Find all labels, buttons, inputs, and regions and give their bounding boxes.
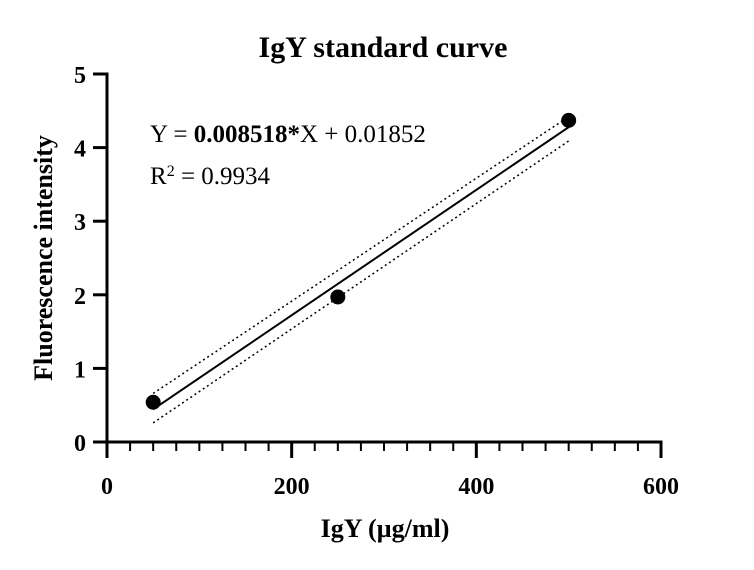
equation-suffix: X + 0.01852 (300, 121, 426, 148)
data-point (561, 112, 577, 128)
data-point (145, 394, 161, 410)
confidence-band-upper (152, 116, 570, 395)
fit-lines (152, 116, 570, 424)
equation-label: Y = 0.008518*X + 0.01852 (150, 121, 426, 148)
x-tick-label: 400 (458, 474, 494, 500)
confidence-band-lower (152, 140, 570, 424)
x-tick-label: 0 (101, 474, 113, 500)
y-tick-label: 0 (74, 431, 86, 457)
equation-prefix: Y = (150, 121, 194, 148)
y-tick-label: 4 (74, 137, 86, 163)
y-tick-label: 1 (74, 357, 86, 383)
y-tick-label: 3 (74, 210, 86, 236)
ticks: 0 200 400 600 0 1 2 3 4 5 (74, 63, 679, 500)
y-tick-label: 5 (74, 63, 86, 89)
x-axis-title: IgY (µg/ml) (321, 514, 450, 543)
regression-line (152, 126, 570, 411)
r-squared-value: = 0.9934 (175, 163, 271, 190)
x-tick-label: 200 (274, 474, 310, 500)
equation-slope: 0.008518* (194, 121, 300, 148)
data-point (330, 289, 346, 305)
y-tick-label: 2 (74, 284, 86, 310)
chart-title: IgY standard curve (259, 31, 508, 64)
y-axis-title: Fluorescence intensity (29, 135, 58, 381)
r-squared-letter: R (150, 163, 167, 190)
data-points (145, 112, 577, 410)
r-squared-label: R2 = 0.9934 (150, 163, 271, 191)
r-squared-superscript: 2 (167, 163, 175, 180)
x-tick-label: 600 (643, 474, 679, 500)
